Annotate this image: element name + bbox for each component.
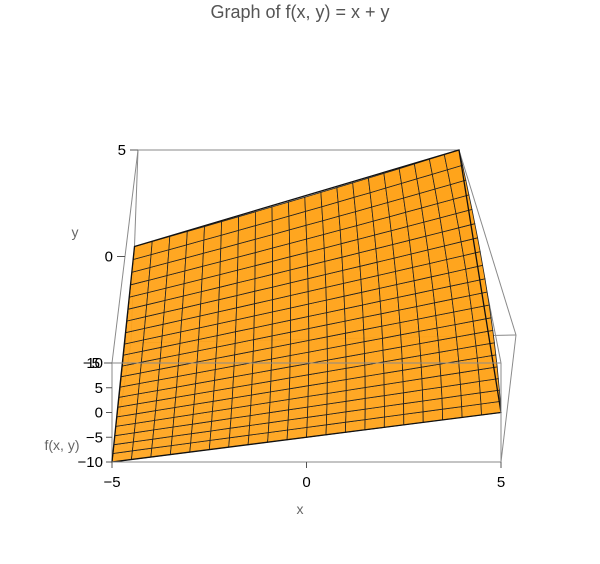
- z-tick-label: 5: [95, 380, 103, 397]
- z-tick-label: −10: [78, 454, 103, 471]
- box-edge-back-5: [500, 334, 517, 463]
- z-axis-label: f(x, y): [45, 437, 80, 453]
- x-tick-label: −5: [103, 474, 120, 491]
- box-edge-back-3: [458, 149, 517, 336]
- surface-outline: [111, 149, 502, 463]
- y-tick-label: 0: [105, 249, 113, 266]
- x-tick-label: 0: [302, 474, 310, 491]
- z-tick-label: −5: [86, 429, 103, 446]
- surface-mesh: [111, 149, 502, 463]
- y-axis-label: y: [72, 224, 79, 240]
- z-tick-label: 10: [86, 355, 103, 372]
- x-axis-label: x: [297, 501, 304, 517]
- z-tick-label: 0: [95, 405, 103, 422]
- x-tick-label: 5: [497, 474, 505, 491]
- y-tick-label: 5: [118, 142, 126, 159]
- y-tick-label: −5: [83, 355, 100, 372]
- chart-title: Graph of f(x, y) = x + y: [210, 2, 389, 22]
